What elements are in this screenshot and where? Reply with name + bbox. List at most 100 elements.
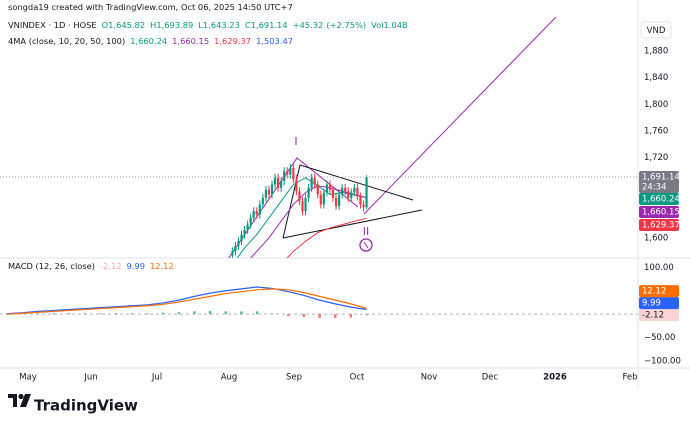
candle-body — [298, 191, 301, 202]
candle-body — [325, 184, 328, 193]
ma-price: 1,629.37 — [642, 221, 680, 231]
logo-mark — [18, 393, 24, 400]
macd-value: 9.99 — [126, 261, 145, 271]
histogram-bar — [130, 313, 134, 315]
candle-body — [277, 177, 280, 188]
price-pane — [231, 163, 368, 258]
y-tick-label: −50.00 — [644, 333, 675, 343]
last-price: 1,691.14 — [642, 173, 680, 183]
x-tick-label: Feb — [622, 373, 637, 383]
x-tick-label: 2026 — [543, 373, 567, 383]
histogram-bar — [208, 310, 212, 315]
candle-body — [341, 187, 344, 195]
candle-body — [313, 177, 316, 185]
logo-mark — [20, 394, 31, 407]
histogram-bar — [224, 311, 227, 315]
x-tick-label: May — [19, 373, 37, 383]
signal-line — [6, 288, 367, 315]
histogram-bar — [193, 311, 196, 315]
candle-body — [258, 204, 261, 215]
candle-body — [338, 194, 341, 206]
volume: Vol1.04B — [371, 20, 408, 30]
drawings — [228, 16, 557, 258]
ohlc: L1,643.23 — [198, 20, 240, 30]
candle-body — [240, 234, 243, 242]
candle-body — [243, 229, 246, 235]
candle-body — [353, 187, 356, 193]
candle-body — [237, 241, 240, 246]
triangle-line — [299, 164, 414, 201]
triangle-line — [282, 209, 423, 239]
macd-title: MACD (12, 26, close) — [8, 261, 96, 271]
x-tick-label: Jun — [83, 373, 97, 383]
ohlc: H1,693.89 — [150, 20, 194, 30]
x-tick-label: Nov — [421, 373, 438, 383]
trend-line — [228, 157, 359, 258]
candle-body — [322, 192, 325, 205]
candle-body — [249, 217, 252, 225]
signal-value: 12.12 — [149, 261, 174, 271]
x-tick-label: Jul — [151, 373, 162, 383]
ma-value: 1,660.15 — [172, 36, 210, 46]
histogram-value: -2.12 — [100, 261, 122, 271]
histogram-bar — [146, 313, 149, 315]
candle-body — [289, 167, 292, 175]
candle-body — [328, 184, 332, 190]
wave-icon — [359, 238, 373, 252]
last-price-box — [639, 171, 679, 194]
y-tick-label: 1,600 — [644, 233, 668, 243]
y-tick-label: −100.00 — [644, 356, 681, 366]
candle-body — [310, 177, 313, 188]
currency[interactable]: VND — [647, 26, 666, 36]
y-tick-label: 100.00 — [644, 263, 674, 273]
brand: TradingView — [34, 397, 138, 415]
candle-body — [356, 187, 359, 197]
symbol: VNINDEX · 1D · HOSE — [8, 20, 97, 30]
candle-body — [270, 184, 274, 195]
candle-body — [286, 171, 289, 175]
histogram-bar — [52, 313, 55, 315]
histogram-bar — [161, 312, 165, 315]
ma-value: 1,660.24 — [130, 36, 168, 46]
histogram-bar — [99, 313, 102, 315]
ma-price: 1,660.15 — [642, 208, 680, 218]
y-tick-label: 1,800 — [644, 100, 668, 110]
x-tick-label: Aug — [221, 373, 238, 383]
histogram-bar — [365, 314, 368, 316]
ma-legend: 4MA (close, 10, 20, 50, 100) 1,660.24 1,6… — [8, 36, 293, 46]
candle-body — [283, 171, 286, 182]
histogram-bar — [114, 313, 118, 315]
logo — [8, 393, 31, 407]
macd-legend: MACD (12, 26, close) -2.12 9.99 12.12 — [8, 261, 174, 271]
signal-price: 12.12 — [642, 287, 666, 297]
credit-text: songda19 created with TradingView.com, O… — [8, 2, 293, 12]
candle-body — [319, 194, 322, 205]
candle-body — [344, 187, 347, 192]
candle-body — [264, 189, 267, 198]
histogram-bar — [177, 312, 180, 315]
histogram-bar — [334, 314, 337, 318]
candle-body — [234, 245, 237, 252]
histogram-price-box — [639, 309, 679, 322]
candle-body — [359, 196, 362, 205]
candle-body — [295, 179, 298, 192]
ma-price-box — [639, 193, 679, 206]
candle-body — [280, 181, 283, 188]
candle-body — [301, 201, 304, 212]
credit: songda19 created with TradingView.com, O… — [8, 2, 293, 12]
candle-body — [350, 192, 353, 198]
countdown: 24:34 — [642, 183, 667, 193]
macd-pane — [0, 286, 638, 318]
price-legend: VNINDEX · 1D · HOSE O1,645.82 H1,693.89 … — [8, 20, 408, 30]
histogram-bar — [255, 311, 259, 315]
ma-value: 1,629.37 — [214, 36, 252, 46]
ma-title: 4MA (close, 10, 20, 50, 100) — [8, 36, 126, 46]
currency-button[interactable] — [640, 21, 672, 39]
histogram-bar — [302, 314, 306, 317]
ma-price-box — [639, 219, 679, 232]
histogram-bar — [36, 313, 40, 315]
candle-body — [362, 204, 365, 208]
wave-label: I — [294, 135, 297, 148]
histogram-price: -2.12 — [642, 311, 664, 321]
